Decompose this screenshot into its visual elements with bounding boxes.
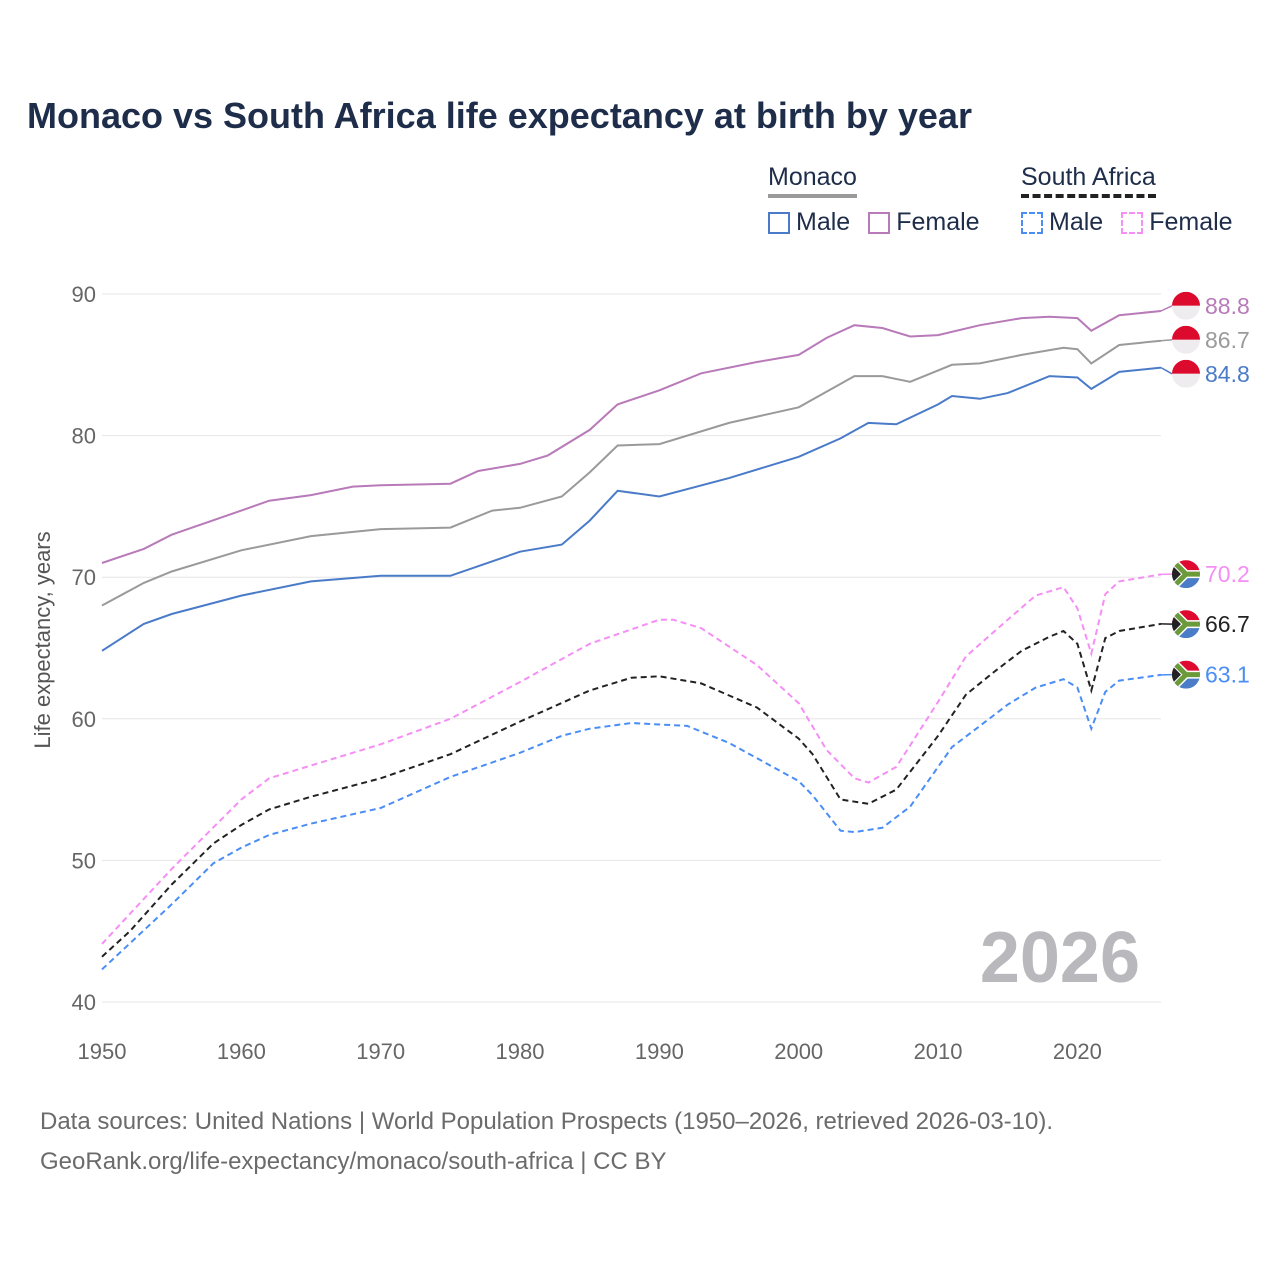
legend-south-africa-female[interactable]: Female	[1121, 208, 1233, 237]
flag-white	[1172, 305, 1200, 320]
flag-red	[1172, 325, 1200, 340]
y-tick-label: 50	[72, 848, 96, 873]
end-value-label: 88.8	[1205, 293, 1250, 319]
flag-black	[1172, 665, 1181, 684]
flag-body	[1172, 560, 1200, 589]
legend-label: Male	[796, 208, 851, 236]
end-value-label: 84.8	[1205, 361, 1250, 387]
monaco-flag-icon	[1172, 291, 1200, 320]
legend-swatch	[868, 211, 891, 234]
flag-body	[1172, 325, 1200, 354]
flag-white	[1172, 373, 1200, 388]
legend-label: Female	[896, 208, 980, 236]
monaco-flag-icon	[1172, 359, 1200, 388]
x-tick-label: 1950	[78, 1039, 127, 1064]
series-line-mc-total	[101, 339, 1162, 607]
legend-swatch	[1021, 211, 1043, 234]
monaco-flag-icon	[1172, 325, 1200, 354]
series-line-sa-total	[101, 622, 1162, 958]
series-line-sa-female	[101, 573, 1162, 945]
flag-body	[1172, 291, 1200, 320]
flag-red	[1172, 359, 1200, 374]
footer-sources: Data sources: United Nations | World Pop…	[40, 1108, 1054, 1135]
flag-body	[1172, 359, 1200, 388]
flag-red	[1172, 291, 1200, 306]
y-tick-label: 60	[72, 707, 96, 732]
year-watermark: 2026	[980, 918, 1140, 998]
south-africa-flag-icon	[1172, 610, 1200, 639]
y-tick-label: 40	[72, 990, 96, 1015]
series-line-mc-female	[101, 310, 1162, 564]
footer-link[interactable]: GeoRank.org/life-expectancy/monaco/south…	[40, 1148, 667, 1175]
legend-monaco: Monaco Male Female	[768, 163, 980, 237]
end-connector	[1160, 339, 1173, 342]
legend-swatch	[768, 211, 790, 234]
end-value-label: 66.7	[1205, 611, 1250, 637]
x-tick-label: 1990	[635, 1039, 684, 1064]
x-tick-label: 1960	[217, 1039, 266, 1064]
end-value-label: 70.2	[1205, 561, 1250, 587]
chart-title: Monaco vs South Africa life expectancy a…	[27, 95, 972, 136]
series-line-mc-male	[101, 366, 1162, 652]
y-axis-label: Life expectancy, years	[30, 531, 55, 748]
x-tick-label: 2010	[914, 1039, 963, 1064]
end-value-label: 63.1	[1205, 662, 1250, 688]
legend-south-africa-title: South Africa	[1021, 163, 1156, 198]
x-tick-label: 2000	[774, 1039, 823, 1064]
y-tick-label: 80	[72, 424, 96, 449]
series-line-sa-male	[101, 673, 1162, 971]
legend-south-africa-male[interactable]: Male	[1021, 208, 1103, 237]
south-africa-flag-icon	[1172, 560, 1200, 589]
legend-label: Female	[1149, 208, 1233, 236]
flag-body	[1172, 610, 1200, 639]
x-tick-label: 2020	[1053, 1039, 1102, 1064]
end-value-label: 86.7	[1205, 327, 1250, 353]
south-africa-flag-icon	[1172, 660, 1200, 689]
legend-monaco-male[interactable]: Male	[768, 208, 850, 237]
flag-black	[1172, 615, 1181, 634]
legend-south-africa: South Africa Male Female	[1021, 163, 1233, 237]
flag-body	[1172, 660, 1200, 689]
flag-green	[1172, 660, 1200, 689]
flag-green	[1172, 610, 1200, 639]
flag-white	[1172, 339, 1200, 354]
x-tick-label: 1980	[496, 1039, 545, 1064]
x-tick-label: 1970	[356, 1039, 405, 1064]
legend-label: Male	[1049, 208, 1104, 236]
y-tick-label: 90	[72, 282, 96, 307]
flag-green	[1172, 560, 1200, 589]
legend-swatch	[1121, 211, 1144, 234]
end-connector	[1160, 366, 1173, 375]
end-connector	[1160, 305, 1173, 312]
legend-monaco-female[interactable]: Female	[868, 208, 980, 237]
legend-monaco-title: Monaco	[768, 163, 857, 198]
flag-black	[1172, 565, 1181, 584]
y-tick-label: 70	[72, 565, 96, 590]
